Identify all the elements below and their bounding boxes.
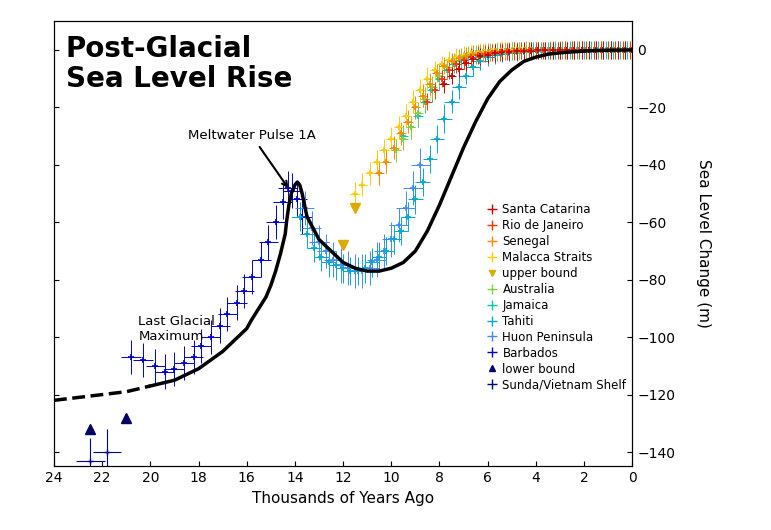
X-axis label: Thousands of Years Ago: Thousands of Years Ago bbox=[252, 491, 434, 506]
Text: Post-Glacial
Sea Level Rise: Post-Glacial Sea Level Rise bbox=[66, 34, 292, 93]
Text: Last Glacial
Maximum: Last Glacial Maximum bbox=[138, 314, 215, 342]
Y-axis label: Sea Level Change (m): Sea Level Change (m) bbox=[696, 160, 711, 328]
Text: Meltwater Pulse 1A: Meltwater Pulse 1A bbox=[187, 129, 315, 187]
Legend: Santa Catarina, Rio de Janeiro, Senegal, Malacca Straits, upper bound, Australia: Santa Catarina, Rio de Janeiro, Senegal,… bbox=[485, 203, 626, 392]
